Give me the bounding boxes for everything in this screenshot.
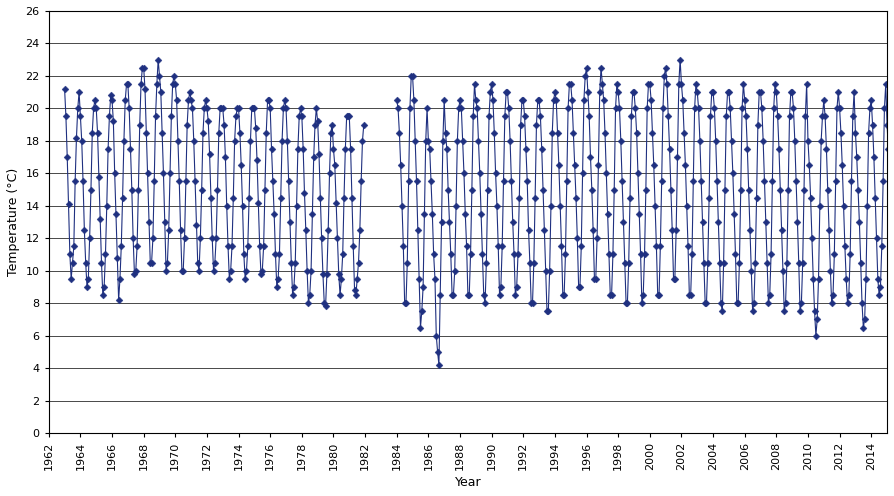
X-axis label: Year: Year <box>455 476 481 489</box>
Y-axis label: Temperature (°C): Temperature (°C) <box>7 168 20 276</box>
